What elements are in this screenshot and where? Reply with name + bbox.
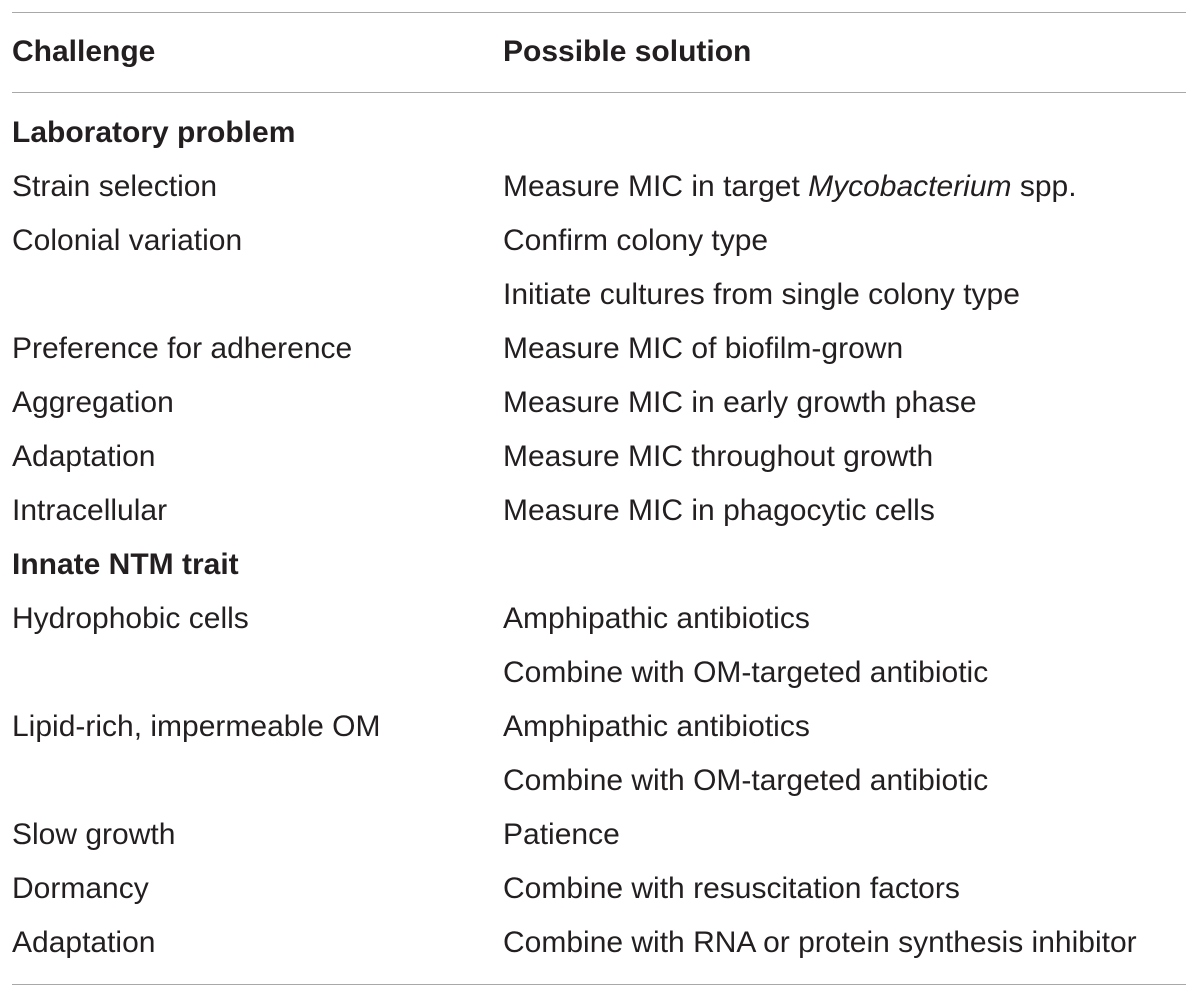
challenge-cell: Adaptation [12, 926, 156, 959]
genus-name: Mycobacterium [808, 170, 1012, 203]
section-label: Laboratory problem [12, 116, 296, 149]
solution-text-before: Measure MIC in target [503, 170, 809, 203]
challenge-cell: Slow growth [12, 818, 176, 851]
table-row: Preference for adherence Measure MIC of … [0, 327, 1200, 381]
table-bottom-rule [12, 984, 1186, 985]
solution-cell: Combine with OM-targeted antibiotic [503, 764, 989, 797]
challenge-cell: Preference for adherence [12, 332, 353, 365]
challenge-cell: Aggregation [12, 386, 174, 419]
table-row: Lipid-rich, impermeable OM Amphipathic a… [0, 705, 1200, 759]
table-row: Aggregation Measure MIC in early growth … [0, 381, 1200, 435]
solution-cell: Combine with resuscitation factors [503, 872, 960, 905]
table-row: Combine with OM-targeted antibiotic [0, 759, 1200, 813]
section-row-laboratory-problem: Laboratory problem [0, 111, 1200, 165]
challenge-cell: Lipid-rich, impermeable OM [12, 710, 381, 743]
solution-cell: Measure MIC in phagocytic cells [503, 494, 935, 527]
header-possible-solution: Possible solution [503, 35, 752, 68]
table-body: Laboratory problem Strain selection Meas… [0, 111, 1200, 975]
table-row: Adaptation Combine with RNA or protein s… [0, 921, 1200, 975]
solution-text-after: spp. [1011, 170, 1077, 203]
solution-cell: Amphipathic antibiotics [503, 710, 810, 743]
solution-cell: Amphipathic antibiotics [503, 602, 810, 635]
table-row: Strain selection Measure MIC in target M… [0, 165, 1200, 219]
table-row: Initiate cultures from single colony typ… [0, 273, 1200, 327]
table-row: Combine with OM-targeted antibiotic [0, 651, 1200, 705]
section-row-innate-ntm-trait: Innate NTM trait [0, 543, 1200, 597]
table-row: Adaptation Measure MIC throughout growth [0, 435, 1200, 489]
table-header-row: Challenge Possible solution [0, 30, 1200, 74]
header-challenge: Challenge [12, 35, 156, 68]
solution-cell: Combine with RNA or protein synthesis in… [503, 926, 1137, 959]
section-label: Innate NTM trait [12, 548, 239, 581]
table-top-rule [12, 12, 1186, 13]
solution-cell: Measure MIC in early growth phase [503, 386, 977, 419]
challenge-cell: Adaptation [12, 440, 156, 473]
solution-cell: Combine with OM-targeted antibiotic [503, 656, 989, 689]
solution-cell: Patience [503, 818, 620, 851]
table-row: Colonial variation Confirm colony type [0, 219, 1200, 273]
challenge-cell: Strain selection [12, 170, 218, 203]
table-row: Slow growth Patience [0, 813, 1200, 867]
challenge-cell: Colonial variation [12, 224, 243, 257]
table-row: Hydrophobic cells Amphipathic antibiotic… [0, 597, 1200, 651]
solution-cell: Measure MIC of biofilm-grown [503, 332, 904, 365]
solution-cell: Measure MIC throughout growth [503, 440, 934, 473]
table-row: Dormancy Combine with resuscitation fact… [0, 867, 1200, 921]
table-header-rule [12, 92, 1186, 93]
challenge-cell: Dormancy [12, 872, 149, 905]
challenge-cell: Intracellular [12, 494, 168, 527]
table-row: Intracellular Measure MIC in phagocytic … [0, 489, 1200, 543]
challenge-cell: Hydrophobic cells [12, 602, 249, 635]
solution-cell: Measure MIC in target Mycobacterium spp. [503, 165, 1077, 209]
solution-cell: Confirm colony type [503, 224, 769, 257]
solution-cell: Initiate cultures from single colony typ… [503, 278, 1020, 311]
